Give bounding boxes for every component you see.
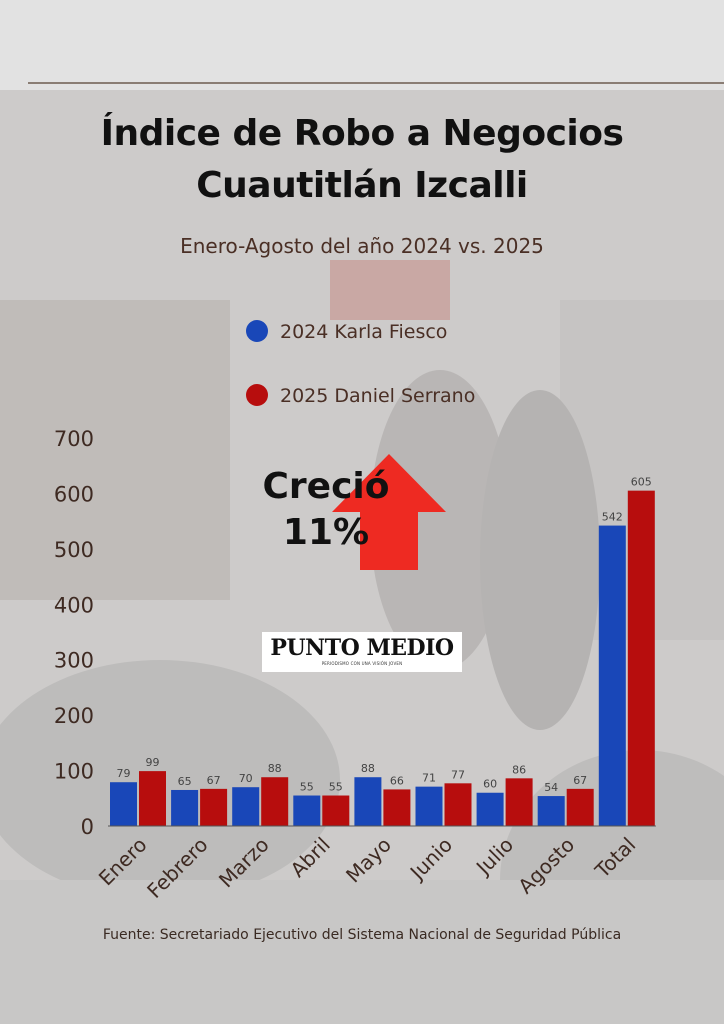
data-label: 99 — [146, 756, 160, 769]
legend-label-2024: 2024 Karla Fiesco — [280, 321, 448, 343]
callout-line-1: Creció — [262, 466, 390, 507]
y-tick-label: 500 — [54, 538, 94, 562]
title-line-1: Índice de Robo a Negocios — [100, 113, 624, 154]
y-tick-label: 700 — [54, 427, 94, 451]
top-divider — [28, 82, 724, 84]
bar-2024-agosto — [537, 796, 565, 826]
data-label: 79 — [117, 767, 131, 780]
punto-medio-logo: PUNTO MEDIO PERIODISMO CON UNA VISIÓN JO… — [262, 632, 462, 672]
logo-tagline: PERIODISMO CON UNA VISIÓN JOVEN — [321, 661, 403, 666]
bar-2024-enero — [110, 782, 137, 826]
bar-2024-marzo — [232, 787, 260, 826]
bar-2024-abril — [293, 795, 321, 826]
legend-label-2025: 2025 Daniel Serrano — [280, 385, 476, 407]
up-arrow-icon — [332, 454, 446, 570]
bar-2024-febrero — [171, 789, 199, 826]
data-label: 54 — [544, 781, 558, 794]
x-tick-label: Marzo — [214, 833, 274, 893]
data-label: 70 — [239, 772, 253, 785]
y-tick-label: 0 — [81, 815, 94, 839]
callout-line-2: 11% — [282, 512, 370, 553]
data-label: 77 — [451, 768, 465, 781]
data-label: 65 — [178, 775, 192, 788]
bar-2025-junio — [444, 783, 472, 826]
logo-text: PUNTO MEDIO — [270, 635, 454, 661]
growth-callout: Creció 11% — [246, 464, 406, 556]
data-label: 66 — [390, 774, 404, 787]
data-label: 88 — [361, 762, 375, 775]
x-tick-label: Enero — [94, 833, 152, 891]
legend-item-2024: 2024 Karla Fiesco — [246, 320, 447, 343]
x-tick-label: Febrero — [142, 833, 212, 903]
y-tick-label: 400 — [54, 593, 94, 617]
subtitle: Enero-Agosto del año 2024 vs. 2025 — [180, 234, 544, 258]
source-note: Fuente: Secretariado Ejecutivo del Siste… — [102, 927, 622, 943]
x-tick-label: Agosto — [513, 833, 579, 899]
legend-dot-blue — [246, 320, 268, 342]
bar-2025-febrero — [200, 788, 228, 826]
x-tick-label: Mayo — [341, 833, 396, 888]
x-tick-label: Total — [590, 833, 641, 884]
x-tick-label: Abril — [286, 833, 335, 882]
bar-2025-mayo — [383, 789, 411, 826]
legend-dot-red — [246, 384, 268, 406]
data-label: 60 — [483, 778, 497, 791]
data-label: 542 — [602, 511, 623, 524]
bar-2024-mayo — [354, 777, 382, 826]
x-tick-label: Julio — [470, 833, 518, 881]
bar-2025-julio — [505, 778, 533, 826]
legend-item-2025: 2025 Daniel Serrano — [246, 384, 475, 407]
y-tick-label: 600 — [54, 482, 94, 506]
title-line-2: Cuautitlán Izcalli — [196, 165, 528, 206]
bar-2025-enero — [139, 771, 166, 826]
bar-2025-total — [627, 490, 655, 826]
bar-2025-marzo — [261, 777, 289, 826]
bar-2025-abril — [322, 795, 350, 826]
data-label: 67 — [573, 774, 587, 787]
y-tick-label: 200 — [54, 704, 94, 728]
data-label: 55 — [300, 781, 314, 794]
y-tick-label: 100 — [54, 760, 94, 784]
data-label: 605 — [631, 476, 652, 489]
bar-2025-agosto — [566, 788, 594, 826]
data-label: 67 — [207, 774, 221, 787]
page-title: Índice de Robo a Negocios Cuautitlán Izc… — [0, 108, 724, 212]
y-tick-label: 300 — [54, 649, 94, 673]
data-label: 71 — [422, 772, 436, 785]
bar-2024-julio — [476, 792, 504, 826]
data-label: 55 — [329, 781, 343, 794]
x-tick-label: Junio — [404, 833, 457, 886]
bar-2024-junio — [415, 786, 443, 826]
data-label: 86 — [512, 763, 526, 776]
bar-2024-total — [598, 525, 626, 826]
data-label: 88 — [268, 762, 282, 775]
